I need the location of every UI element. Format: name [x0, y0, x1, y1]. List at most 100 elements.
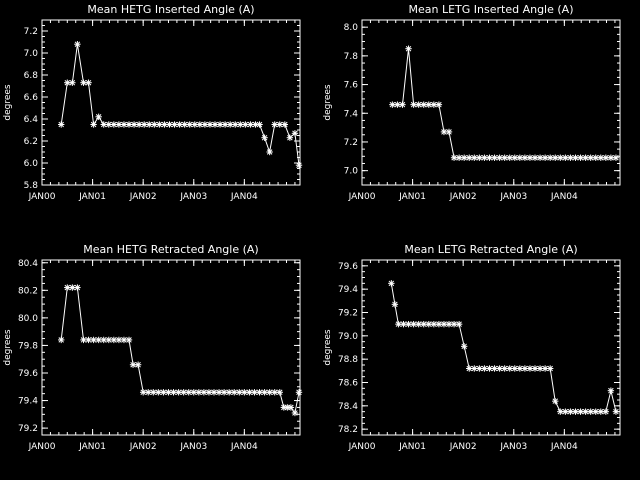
x-tick-label: JAN04 — [550, 192, 578, 202]
data-point — [597, 408, 604, 415]
data-point — [466, 365, 473, 372]
y-tick-label: 78.8 — [338, 355, 358, 365]
data-point — [415, 320, 422, 328]
data-point — [460, 343, 468, 350]
y-tick-label: 7.0 — [344, 167, 359, 177]
data-point — [90, 121, 97, 128]
y-tick-label: 6.2 — [24, 137, 38, 147]
y-tick-label: 79.2 — [338, 309, 358, 319]
data-point — [471, 365, 478, 372]
x-tick-label: JAN01 — [78, 442, 106, 452]
data-point — [287, 404, 295, 411]
series-line — [392, 48, 616, 159]
data-point — [400, 320, 407, 328]
chart-panel-1: Mean HETG Inserted Angle (A) degrees 5.8 6.… — [3, 3, 303, 202]
y-tick-label: 79.4 — [18, 397, 38, 407]
data-point — [180, 389, 187, 396]
data-point — [399, 101, 406, 108]
data-point — [58, 336, 65, 344]
data-point — [190, 389, 197, 396]
x-tick-label: JAN02 — [129, 192, 157, 202]
data-point — [105, 121, 112, 128]
plot-frame — [41, 19, 301, 186]
x-tick-label: JAN03 — [499, 442, 527, 452]
x-tick-label: JAN02 — [129, 442, 157, 452]
data-point — [516, 154, 524, 161]
data-point — [261, 389, 268, 396]
y-tick-label: 6.6 — [24, 93, 39, 103]
x-tick-label: JAN04 — [230, 442, 258, 452]
data-point — [80, 79, 87, 86]
x-tick-label: JAN04 — [230, 192, 258, 202]
y-tick-label: 79.6 — [18, 369, 38, 379]
data-point — [612, 408, 620, 415]
data-point — [140, 121, 148, 128]
y-axis-label: degrees — [3, 329, 13, 366]
data-point — [185, 389, 192, 396]
data-point — [521, 154, 529, 161]
x-tick-label: JAN03 — [499, 192, 527, 202]
data-point — [171, 121, 178, 128]
data-point — [491, 154, 498, 161]
data-point — [388, 280, 395, 287]
data-point — [129, 361, 137, 368]
y-tick-label: 80.0 — [18, 314, 38, 324]
data-point — [211, 121, 219, 128]
data-point — [95, 113, 102, 120]
data-point — [295, 389, 303, 396]
y-tick-label: 7.2 — [344, 138, 358, 148]
data-point — [291, 409, 299, 417]
y-tick-label: 6.4 — [24, 115, 39, 125]
data-point — [276, 389, 283, 396]
data-point — [476, 365, 483, 372]
chart-title: Mean HETG Retracted Angle (A) — [83, 243, 258, 256]
x-tick-label: JAN00 — [28, 192, 56, 202]
y-tick-label: 78.4 — [338, 402, 358, 412]
data-point — [74, 284, 81, 291]
y-tick-label: 79.8 — [18, 341, 38, 351]
data-point — [435, 101, 443, 108]
data-point — [506, 365, 513, 372]
data-point — [115, 121, 123, 128]
x-tick-label: JAN01 — [398, 442, 426, 452]
data-point — [286, 134, 294, 141]
data-point — [100, 336, 107, 344]
y-tick-label: 5.8 — [24, 181, 39, 191]
data-point — [215, 389, 223, 396]
y-tick-label: 79.2 — [18, 424, 38, 434]
x-tick-label: JAN00 — [28, 442, 56, 452]
x-tick-label: JAN01 — [398, 192, 426, 202]
data-point — [521, 365, 529, 372]
chart-panel-4: Mean LETG Retracted Angle (A) degrees 78.2… — [323, 243, 621, 452]
data-point — [516, 365, 524, 372]
y-axis-label: degrees — [323, 84, 333, 121]
data-point — [612, 154, 620, 161]
data-point — [486, 365, 493, 372]
data-point — [291, 130, 299, 137]
y-tick-label: 7.0 — [24, 49, 39, 59]
data-point — [236, 389, 243, 396]
y-tick-label: 80.4 — [18, 259, 38, 269]
y-tick-label: 7.4 — [344, 109, 359, 119]
data-point — [266, 148, 273, 156]
y-tick-label: 78.6 — [338, 379, 358, 389]
data-point — [587, 408, 594, 415]
data-point — [501, 154, 508, 161]
x-tick-label: JAN02 — [449, 442, 477, 452]
y-axis-label: degrees — [323, 329, 333, 366]
data-point — [450, 320, 458, 328]
data-point — [445, 128, 453, 136]
data-point — [471, 154, 478, 161]
chart-title: Mean LETG Retracted Angle (A) — [404, 243, 577, 256]
x-tick-label: JAN00 — [348, 192, 376, 202]
y-tick-label: 7.8 — [344, 52, 359, 62]
data-point — [200, 389, 208, 396]
data-point — [69, 284, 76, 291]
data-point — [256, 121, 263, 128]
data-point — [271, 121, 278, 128]
data-point — [455, 154, 463, 161]
data-point — [602, 408, 610, 415]
data-point — [281, 121, 289, 128]
y-tick-label: 7.6 — [344, 81, 359, 91]
